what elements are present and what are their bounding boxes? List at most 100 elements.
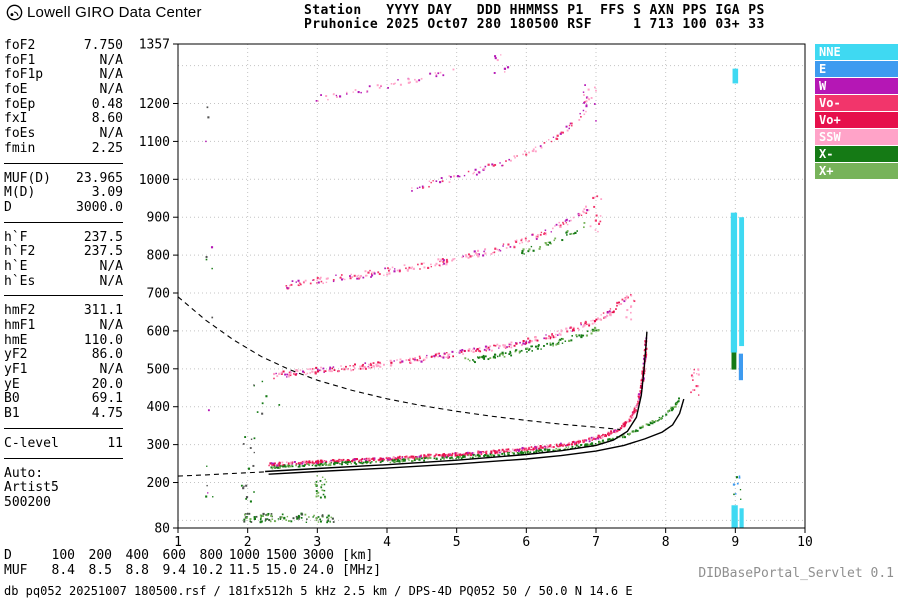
param-value: N/A [99, 126, 123, 142]
param-group: hmF2 311.1 hmF1 N/A hmE 110.0 yF2 86.0 yF1 N/A yE 2… [4, 304, 123, 429]
trace-F-trace-O [268, 337, 648, 467]
auto-line: Artist5 [4, 480, 59, 496]
param-row-h`E: h`E N/A [4, 258, 123, 275]
param-value: 23.965 [76, 170, 123, 186]
param-value: 8.60 [91, 111, 123, 127]
param-row-fxI: fxI 8.60 [4, 112, 123, 127]
param-value: 4.75 [91, 406, 123, 422]
distance-row-D: D 100 200 400 600 800 1000 1500 3000 [km] [4, 548, 381, 563]
trace-F-multiple-2-X [464, 326, 600, 364]
param-row-B1: B1 4.75 [4, 406, 123, 422]
param-row-h`F: h`F 237.5 [4, 229, 123, 246]
param-label: B1 [4, 406, 20, 422]
distance-value: 3000 [302, 548, 334, 563]
servlet-version-label: DIDBasePortal_Servlet 0.1 [698, 566, 894, 581]
param-value: N/A [99, 258, 123, 274]
distance-value: 11.5 [228, 563, 260, 578]
plot-frame [177, 43, 806, 529]
station-header-values: Pruhonice 2025 Oct07 280 180500 RSF 1 71… [304, 17, 765, 32]
trace-F-multiple-3-X [521, 222, 586, 255]
param-label: h`F2 [4, 244, 36, 260]
param-value: 110.0 [83, 332, 123, 348]
trace-F-multiple-5 [315, 68, 455, 102]
param-row-hmE: hmE 110.0 [4, 332, 123, 349]
trace-F-trace-X [270, 397, 680, 470]
cluster-noise-left-mid [253, 380, 281, 415]
param-label: yE [4, 376, 20, 392]
station-header: Station YYYY DAY DDD HHMMSS P1 FFS S AXN… [304, 4, 765, 32]
x-tick-label: 2 [244, 535, 252, 550]
param-value: 311.1 [83, 303, 123, 319]
grid [178, 44, 805, 528]
param-group: foF2 7.750 foF1 N/A foF1p N/A foE N/A foEp 0.48 fx… [4, 38, 123, 164]
param-label: h`Es [4, 273, 36, 289]
param-label: hmF1 [4, 318, 36, 333]
distance-value: 400 [125, 548, 149, 563]
station-header-fields: Station YYYY DAY DDD HHMMSS P1 FFS S AXN… [304, 3, 765, 18]
legend-item-Vo+: Vo+ [815, 112, 898, 128]
param-label: fmin [4, 140, 36, 156]
cluster-pink-echo-8.4 [690, 368, 700, 396]
param-label: MUF(D) [4, 170, 51, 186]
param-label: hmF2 [4, 303, 36, 319]
brand-header: Lowell GIRO Data Center [6, 4, 202, 21]
distance-value: 10.2 [191, 563, 223, 578]
param-row-foF2: foF2 7.750 [4, 38, 123, 54]
param-row-MUF(D): MUF(D) 23.965 [4, 170, 123, 187]
distance-value: 8.4 [51, 563, 75, 578]
curve-muf-transmission-curve [177, 296, 621, 431]
distance-value: 15.0 [265, 563, 297, 578]
y-tick-label: 1200 [139, 97, 170, 112]
param-row-foF1: foF1 N/A [4, 52, 123, 69]
y-tick-label: 300 [147, 438, 170, 453]
measurement-info-line: db pq052 20251007 180500.rsf / 181fx512h… [4, 584, 633, 598]
x-tick-label: 9 [731, 535, 739, 550]
distance-row-label: D [4, 548, 12, 563]
param-label: yF1 [4, 362, 28, 378]
cluster-m2-cusp [625, 294, 636, 321]
x-tick-label: 1 [174, 535, 182, 550]
param-row-hmF2: hmF2 311.1 [4, 304, 123, 319]
cluster-m3-cusp [589, 195, 603, 233]
y-tick-label: 80 [154, 522, 170, 537]
legend-item-NNE: NNE [815, 44, 898, 60]
param-value: 3.09 [91, 185, 123, 201]
muf-distance-table: D 100 200 400 600 800 1000 1500 3000 [km] MUF 8.4 8.… [4, 548, 381, 578]
distance-value: 8.5 [88, 563, 112, 578]
param-value: N/A [99, 273, 123, 289]
parameter-panel: foF2 7.750 foF1 N/A foF1p N/A foE N/A foEp 0.48 fx… [4, 38, 123, 511]
y-tick-label: 900 [147, 211, 170, 226]
y-tick-label: 1100 [139, 135, 170, 150]
param-label: h`E [4, 258, 28, 274]
param-value: 237.5 [83, 229, 123, 245]
distance-value: 100 [51, 548, 75, 563]
param-row-foEs: foEs N/A [4, 126, 123, 142]
param-label: foF1 [4, 52, 36, 68]
param-label: foEs [4, 126, 36, 142]
param-row-D: D 3000.0 [4, 200, 123, 216]
distance-value: 1000 [228, 548, 260, 563]
distance-value: 800 [199, 548, 223, 563]
param-row-B0: B0 69.1 [4, 392, 123, 407]
cluster-es-clutter [243, 512, 335, 524]
x-tick-label: 6 [522, 535, 530, 550]
param-label: M(D) [4, 185, 36, 201]
param-row-C-level: C-level 11 [4, 435, 123, 452]
param-value: N/A [99, 318, 123, 333]
auto-line: Auto: [4, 465, 44, 481]
param-value: 0.48 [91, 96, 123, 112]
page-title: Lowell GIRO Data Center [27, 4, 202, 21]
trace-F-multiple-4 [411, 96, 591, 192]
param-row-yF2: yF2 86.0 [4, 348, 123, 363]
trace-F-multiple-3 [285, 205, 590, 290]
param-value: 2.25 [91, 140, 123, 156]
x-tick-label: 8 [662, 535, 670, 550]
param-row-M(D): M(D) 3.09 [4, 185, 123, 201]
distance-value: 8.8 [125, 563, 149, 578]
cluster-m5-cusp [493, 54, 510, 74]
legend-item-X+: X+ [815, 163, 898, 179]
y-tick-label: 1357 [139, 38, 170, 53]
param-value: 11 [107, 435, 123, 451]
curve-low-extrapolation [177, 471, 266, 477]
distance-value: 600 [162, 548, 186, 563]
